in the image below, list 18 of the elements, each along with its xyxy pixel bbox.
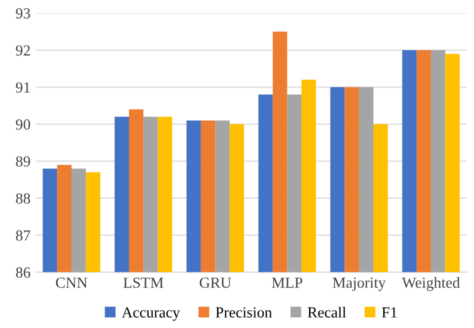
y-tick-label: 88 (16, 193, 30, 204)
y-tick-label: 92 (16, 45, 30, 56)
y-tick-label: 93 (16, 8, 30, 19)
x-tick-label: Weighted (402, 277, 460, 291)
y-tick-label: 89 (16, 156, 30, 167)
legend-label: F1 (382, 307, 397, 318)
y-tick-label: 86 (16, 267, 30, 278)
legend-label: Recall (308, 306, 346, 318)
y-tick-label: 91 (16, 82, 30, 93)
x-tick-label: GRU (200, 278, 232, 288)
x-tick-label: Majority (332, 278, 386, 291)
x-tick-label: CNN (56, 278, 88, 288)
y-tick-label: 90 (16, 119, 30, 130)
legend-label: Accuracy (122, 307, 180, 321)
y-tick-label: 87 (16, 230, 30, 241)
x-tick-label: LSTM (123, 278, 164, 288)
x-tick-label: MLP (272, 278, 302, 288)
legend-label: Precision (216, 307, 272, 318)
